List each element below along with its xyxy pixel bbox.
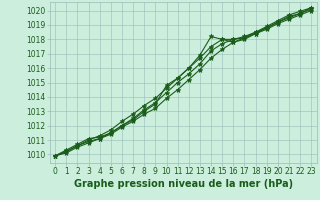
X-axis label: Graphe pression niveau de la mer (hPa): Graphe pression niveau de la mer (hPa) xyxy=(74,179,293,189)
